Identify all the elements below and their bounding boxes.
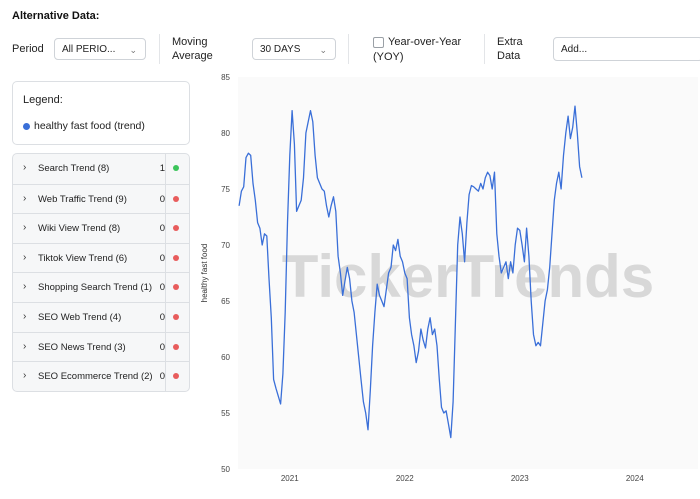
trend-name: SEO Ecommerce Trend (2) [38,371,153,383]
trend-name: SEO Web Trend (4) [38,311,122,323]
divider [159,34,160,64]
chevron-right-icon: › [23,162,27,173]
divider [165,214,166,243]
trend-count: 0 [159,341,165,353]
divider [165,362,166,391]
moving-average-select[interactable]: 30 DAYS ⌄ [252,38,336,60]
chevron-right-icon: › [23,222,27,234]
trend-name: Wiki View Trend (8) [38,223,121,235]
divider [484,34,485,64]
period-select[interactable]: All PERIO... ⌄ [54,38,146,60]
trend-row[interactable]: › Wiki View Trend (8) 0 [13,213,189,243]
trend-row[interactable]: › Tiktok View Trend (6) 0 [13,242,189,273]
page-title: Alternative Data: [12,10,100,22]
trend-count: 0 [159,282,165,294]
trend-row[interactable]: › Search Trend (8) 1 [13,154,189,184]
divider [348,34,349,64]
chevron-right-icon: › [23,340,27,352]
status-dot [173,225,179,232]
trend-name: Tiktok View Trend (6) [38,252,128,264]
trend-count: 0 [159,252,165,264]
trend-count: 0 [159,223,165,235]
moving-average-label: Moving Average [172,35,213,63]
moving-average-label-line2: Average [172,50,213,62]
yoy-checkbox[interactable] [373,37,384,48]
chevron-right-icon: › [23,251,27,263]
extra-data-input[interactable]: Add... [553,37,700,61]
status-dot [173,313,179,320]
y-tick-label: 80 [221,129,230,138]
x-tick-label: 2022 [396,474,414,483]
y-tick-label: 70 [221,241,230,250]
divider [165,273,166,302]
series-line [238,105,583,439]
trend-row[interactable]: › SEO News Trend (3) 0 [13,331,189,362]
trend-list: › Search Trend (8) 1 › Web Traffic Trend (9)… [12,153,190,392]
y-tick-label: 65 [221,297,230,306]
moving-average-label-line1: Moving [172,36,208,48]
status-dot [173,373,179,380]
chevron-right-icon: › [23,281,27,293]
y-tick-label: 75 [221,185,230,194]
trend-count: 0 [159,311,165,323]
y-tick-label: 55 [221,409,230,418]
period-label: Period [12,43,44,55]
chevron-right-icon: › [23,192,27,204]
trend-name: Shopping Search Trend (1) [38,282,153,294]
status-dot [173,254,179,261]
yoy-label-line2: (YOY) [373,51,404,63]
trend-row[interactable]: › SEO Web Trend (4) 0 [13,301,189,332]
trend-name: SEO News Trend (3) [38,341,126,353]
trend-count: 0 [159,193,165,205]
series-color-dot [23,122,30,130]
divider [165,184,166,214]
divider [165,243,166,273]
x-tick-label: 2024 [626,474,644,483]
x-tick-label: 2023 [511,474,529,483]
trend-row[interactable]: › SEO Ecommerce Trend (2) 0 [13,361,189,391]
extra-data-label-line1: Extra [497,36,523,48]
status-dot [173,343,179,350]
chevron-down-icon: ⌄ [319,45,327,55]
y-tick-label: 85 [221,73,230,82]
extra-data-label-line2: Data [497,50,521,62]
legend-card: Legend: healthy fast food (trend) [12,81,190,145]
x-tick-label: 2021 [281,474,299,483]
trend-count: 1 [159,163,165,174]
yoy-label-line1: Year-over-Year [388,36,462,48]
chevron-right-icon: › [23,370,27,382]
period-select-value: All PERIO... [62,44,116,55]
trend-row[interactable]: › Web Traffic Trend (9) 0 [13,183,189,214]
chart-svg: TickerTrends 50 55 60 65 70 75 80 85 2021 2022 2023… [200,73,698,483]
divider [165,302,166,332]
divider [165,332,166,362]
legend-title: Legend: [23,94,63,106]
trend-count: 0 [159,371,165,383]
chevron-right-icon: › [23,310,27,322]
extra-data-placeholder: Add... [561,44,588,55]
legend-item[interactable]: healthy fast food (trend) [23,120,145,132]
moving-average-select-value: 30 DAYS [260,44,301,55]
chevron-down-icon: ⌄ [129,45,137,55]
trend-row[interactable]: › Shopping Search Trend (1) 0 [13,272,189,302]
y-tick-label: 60 [221,353,230,362]
status-dot [173,165,179,171]
watermark: TickerTrends [282,243,654,310]
toolbar: Period All PERIO... ⌄ Moving Average 30 … [0,30,700,70]
divider [165,154,166,184]
y-axis-label: healthy fast food [200,244,209,303]
status-dot [173,195,179,202]
trend-name: Web Traffic Trend (9) [38,193,127,205]
status-dot [173,284,179,291]
y-tick-label: 50 [221,465,230,474]
extra-data-label: Extra Data [497,35,523,63]
chart: TickerTrends 50 55 60 65 70 75 80 85 2021 2022 2023… [198,72,700,494]
trend-name: Search Trend (8) [38,163,110,174]
legend-item-label: healthy fast food (trend) [34,120,145,132]
